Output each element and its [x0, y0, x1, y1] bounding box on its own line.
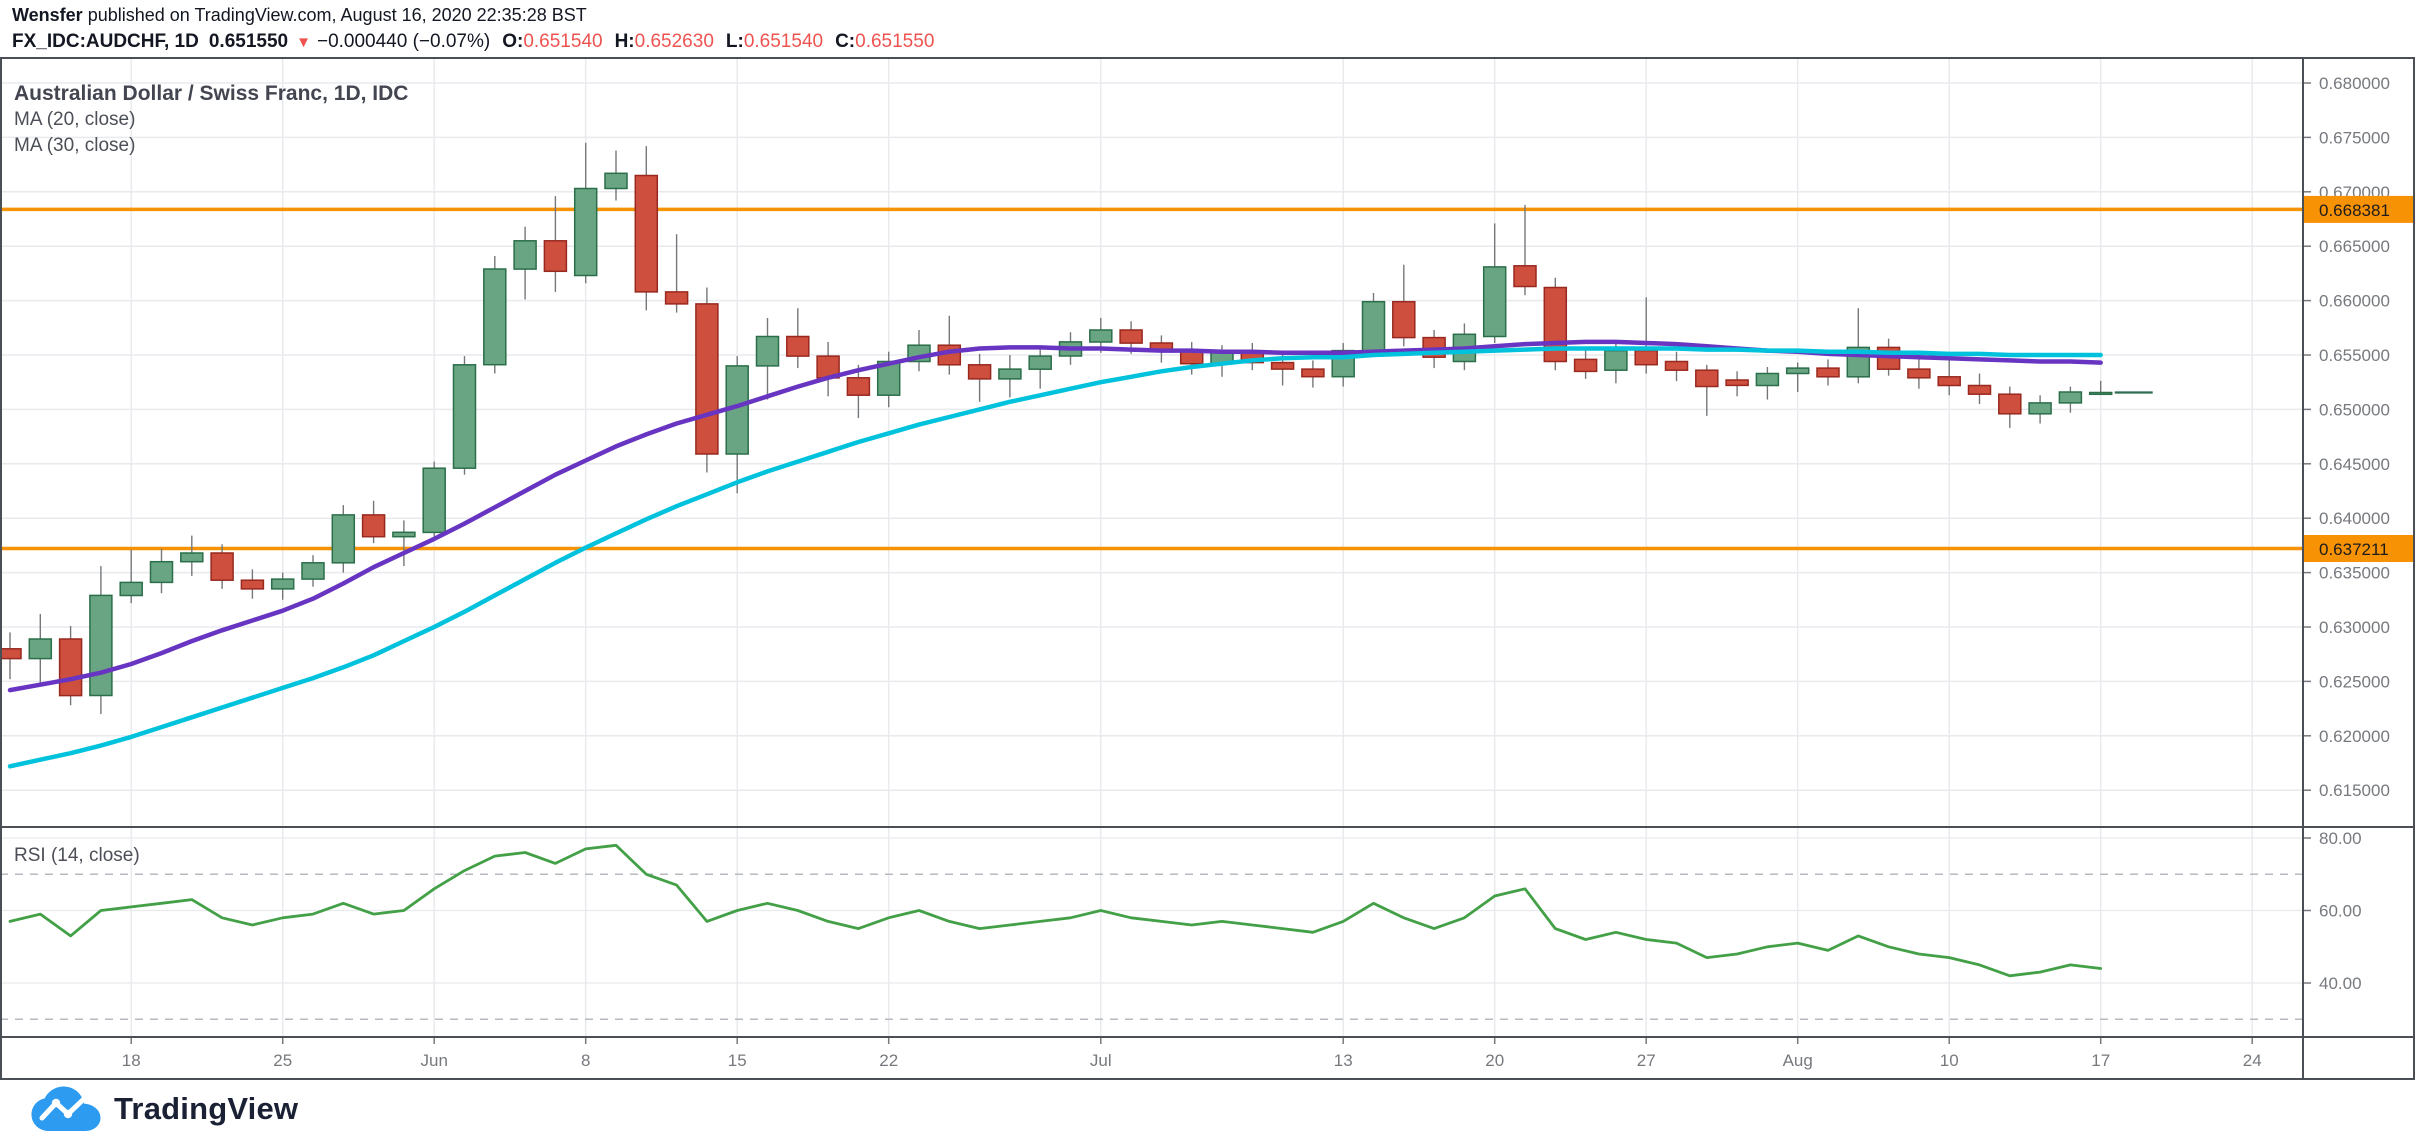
svg-text:0.640000: 0.640000	[2319, 509, 2390, 528]
svg-text:10: 10	[1940, 1051, 1959, 1070]
price-change: −0.000440 (−0.07%)	[316, 31, 491, 52]
tradingview-logo[interactable]: TradingView	[30, 1086, 298, 1132]
svg-text:0.665000: 0.665000	[2319, 237, 2390, 256]
low-value: 0.651540	[743, 31, 824, 52]
svg-text:0.615000: 0.615000	[2319, 781, 2390, 800]
high-value: 0.652630	[634, 31, 714, 52]
svg-text:80.00: 80.00	[2319, 829, 2362, 848]
svg-text:17: 17	[2091, 1051, 2110, 1070]
brand-name: TradingView	[114, 1091, 299, 1126]
svg-text:0.650000: 0.650000	[2319, 400, 2390, 419]
price-chart[interactable]: 18 25 Jun 8 15 22 Jul 13 20 27 Aug 10 17 24 0.680000 0.…	[0, 57, 2415, 1080]
high-label: H:	[614, 31, 635, 52]
svg-text:27: 27	[1637, 1051, 1656, 1070]
svg-text:0.635000: 0.635000	[2319, 564, 2390, 583]
svg-text:0.645000: 0.645000	[2319, 455, 2390, 474]
svg-text:40.00: 40.00	[2319, 974, 2362, 993]
open-value: 0.651540	[523, 31, 603, 52]
close-label: C:	[835, 31, 856, 52]
svg-text:24: 24	[2243, 1051, 2262, 1070]
author-name: Wensfer	[12, 5, 83, 25]
svg-text:20: 20	[1485, 1051, 1504, 1070]
svg-text:Jun: Jun	[420, 1051, 447, 1070]
svg-text:25: 25	[273, 1051, 292, 1070]
published-text: published on TradingView.com, August 16,…	[82, 5, 587, 25]
svg-text:Aug: Aug	[1783, 1051, 1813, 1070]
svg-text:0.620000: 0.620000	[2319, 727, 2390, 746]
svg-text:22: 22	[879, 1051, 898, 1070]
svg-text:Jul: Jul	[1090, 1051, 1112, 1070]
svg-text:60.00: 60.00	[2319, 902, 2362, 921]
svg-text:0.680000: 0.680000	[2319, 74, 2390, 93]
svg-text:0.655000: 0.655000	[2319, 346, 2390, 365]
svg-text:0.675000: 0.675000	[2319, 128, 2390, 147]
svg-text:0.630000: 0.630000	[2319, 618, 2390, 637]
svg-text:13: 13	[1334, 1051, 1353, 1070]
close-value: 0.651550	[855, 31, 935, 52]
svg-text:15: 15	[728, 1051, 747, 1070]
symbol-name: FX_IDC:AUDCHF, 1D	[12, 31, 199, 52]
down-arrow-icon: ▼	[296, 34, 311, 51]
svg-text:0.625000: 0.625000	[2319, 672, 2390, 691]
svg-text:18: 18	[122, 1051, 141, 1070]
chart-area[interactable]: 18 25 Jun 8 15 22 Jul 13 20 27 Aug 10 17 24 0.680000 0.…	[0, 57, 2415, 1080]
svg-text:8: 8	[581, 1051, 590, 1070]
last-price: 0.651550	[208, 31, 289, 52]
svg-text:0.668381: 0.668381	[2319, 201, 2390, 220]
low-label: L:	[725, 31, 744, 52]
svg-text:0.660000: 0.660000	[2319, 292, 2390, 311]
svg-text:0.637211: 0.637211	[2319, 540, 2389, 559]
symbol-info-bar: FX_IDC:AUDCHF, 1D 0.651550 ▼ −0.000440 (−0.…	[12, 31, 934, 53]
tradingview-cloud-icon	[31, 1086, 101, 1131]
open-label: O:	[502, 31, 524, 52]
published-line: Wensfer published on TradingView.com, Au…	[12, 5, 587, 26]
